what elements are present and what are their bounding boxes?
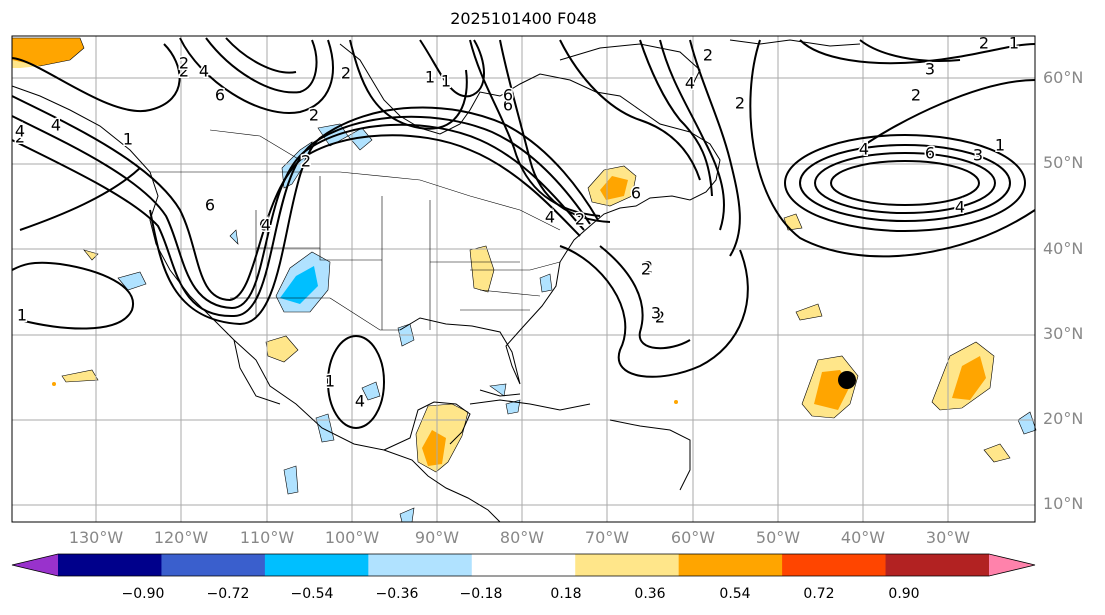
colorbar-segment <box>264 554 369 576</box>
contour-label: 6 <box>503 96 513 115</box>
lon-label-50: 50°W <box>755 528 801 547</box>
contour-label: 2 <box>655 308 665 327</box>
colorbar-segment <box>575 554 680 576</box>
contour-label: 4 <box>15 122 25 141</box>
shade-yellow-midwest <box>469 245 495 293</box>
contour-label: 1 <box>325 372 335 391</box>
contour-label: 6 <box>205 196 215 215</box>
colorbar-segment <box>678 554 783 576</box>
colorbar-segment <box>368 554 473 576</box>
map-frame <box>11 35 1036 523</box>
storm-center-dot <box>838 371 856 389</box>
contour-label: 2 <box>179 54 189 73</box>
lat-label-20: 20°N <box>1043 409 1084 428</box>
lat-label-40: 40°N <box>1043 239 1084 258</box>
lat-label-60: 60°N <box>1043 68 1084 87</box>
contour-label: 2 <box>309 106 319 125</box>
colorbar-tick-label: 0.36 <box>634 586 666 602</box>
lon-label-130: 130°W <box>68 528 124 547</box>
colorbar-tick-label: 0.72 <box>803 586 835 602</box>
contour-label: 2 <box>179 62 189 81</box>
contour-label: 1 <box>995 136 1005 155</box>
shade-orange-east <box>952 356 986 400</box>
contour-label: 2 <box>911 86 921 105</box>
colorbar-extend-low <box>12 554 58 576</box>
contour-label: 2 <box>301 152 311 171</box>
lat-label-30: 30°N <box>1043 324 1084 343</box>
contour-label: 4 <box>545 208 555 227</box>
borders <box>150 129 561 331</box>
shade-orange-yucatan <box>422 430 446 466</box>
lon-label-80: 80°W <box>499 528 545 547</box>
colorbar-segment <box>782 554 887 576</box>
contour-label: 6 <box>503 86 513 105</box>
contour-label: 1 <box>425 68 435 87</box>
lon-label-40: 40°W <box>840 528 886 547</box>
lon-label-120: 120°W <box>153 528 209 547</box>
shade-blue-4 <box>280 266 318 304</box>
shade-lightblue-5 <box>117 271 147 291</box>
contour-label: 6 <box>631 184 641 203</box>
colorbar-segment <box>885 554 990 576</box>
colorbar-outline <box>11 553 1036 577</box>
contour-label: 6 <box>259 216 269 235</box>
colorbar-tick-label: 0.54 <box>719 586 751 602</box>
contour-label: 2 <box>979 34 989 53</box>
colorbar <box>11 553 1036 577</box>
contour-label: 1 <box>441 72 451 91</box>
shade-lightblue-3 <box>347 127 373 151</box>
lon-label-30: 30°W <box>925 528 971 547</box>
colorbar-segment <box>471 554 576 576</box>
contour-label: 2 <box>641 260 651 279</box>
contour-label: 3 <box>973 146 983 165</box>
contour-label: 1 <box>1009 34 1019 53</box>
contour-label: 6 <box>925 144 935 163</box>
colorbar-tick-label: 0.18 <box>550 586 582 602</box>
contour-label: 2 <box>703 46 713 65</box>
colorbar-tick-label: 0.90 <box>888 586 920 602</box>
lat-label-10: 10°N <box>1043 494 1084 513</box>
contour-label: 3 <box>651 304 661 323</box>
lon-label-70: 70°W <box>584 528 630 547</box>
lon-label-90: 90°W <box>414 528 460 547</box>
colorbar-tick-label: −0.90 <box>121 586 165 602</box>
lat-label-50: 50°N <box>1043 153 1084 172</box>
map-title: 2025101400 F048 <box>450 9 597 28</box>
colorbar-segment <box>58 554 162 576</box>
colorbar-extend-high <box>989 554 1035 576</box>
contour-label: 6 <box>215 86 225 105</box>
contour-label: 2 <box>643 258 653 277</box>
contour-label: 2 <box>735 94 745 113</box>
contour-label: 4 <box>261 216 271 235</box>
lon-label-100: 100°W <box>324 528 380 547</box>
contour-label: 1 <box>123 130 133 149</box>
colorbar-segment <box>161 554 266 576</box>
map-background <box>12 36 1035 522</box>
contour-label: 4 <box>51 116 61 135</box>
lon-label-60: 60°W <box>670 528 716 547</box>
lon-label-110: 110°W <box>239 528 295 547</box>
contour-label: 2 <box>15 128 25 147</box>
contour-label: 4 <box>199 62 209 81</box>
shade-yellow-mexico <box>265 335 299 363</box>
contour-label: 4 <box>355 392 365 411</box>
contour-label: 4 <box>859 140 869 159</box>
contour-label: 2 <box>575 210 585 229</box>
colorbar-tick-label: −0.18 <box>459 586 503 602</box>
contour-label: 4 <box>955 198 965 217</box>
colorbar-tick-label: −0.36 <box>375 586 419 602</box>
colorbar-tick-label: −0.54 <box>290 586 334 602</box>
contour-label: 2 <box>341 64 351 83</box>
contour-label: 1 <box>17 306 27 325</box>
contour-label: 3 <box>925 60 935 79</box>
colorbar-tick-label: −0.72 <box>206 586 250 602</box>
contours <box>11 37 1036 429</box>
contour-label: 4 <box>685 74 695 93</box>
